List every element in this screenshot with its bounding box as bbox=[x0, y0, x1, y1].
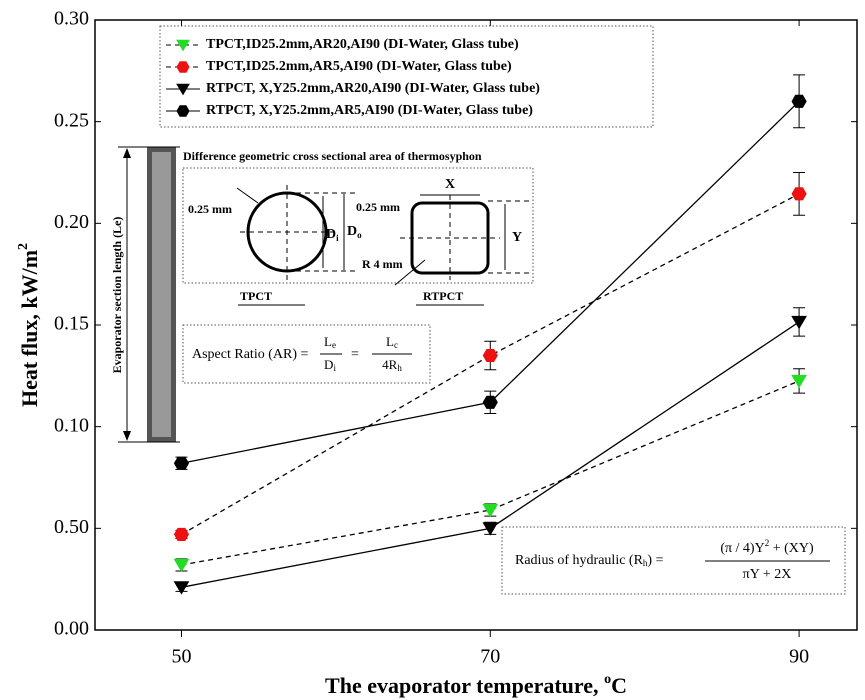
radius-label: R 4 mm bbox=[362, 257, 403, 271]
tpct-label: TPCT bbox=[240, 289, 272, 303]
legend-marker bbox=[177, 106, 189, 116]
legend-marker bbox=[177, 62, 189, 72]
y-tick-label: 0.30 bbox=[54, 8, 89, 30]
marker bbox=[483, 349, 497, 361]
marker bbox=[174, 457, 188, 469]
legend-label: RTPCT, X,Y25.2mm,AR20,AI90 (DI-Water, Gl… bbox=[206, 81, 540, 96]
marker bbox=[483, 396, 497, 408]
t: 2 bbox=[16, 243, 31, 250]
t: The evaporator temperature, bbox=[325, 673, 604, 698]
thickness-label: 0.25 mm bbox=[356, 200, 400, 214]
x-axis-title: The evaporator temperature, oC bbox=[325, 672, 627, 698]
rh-num: (π / 4)Y2 + (XY) bbox=[720, 538, 814, 556]
y-tick-label: 0.00 bbox=[54, 618, 89, 640]
chart: Evaporator section length (Le) Differenc… bbox=[0, 0, 865, 700]
marker bbox=[174, 559, 188, 571]
di-d: D bbox=[326, 227, 336, 242]
t: (π / 4)Y bbox=[720, 541, 764, 556]
x-tick-label: 50 bbox=[171, 646, 191, 668]
t: Heat flux, kW/m bbox=[17, 250, 42, 407]
inset-box bbox=[183, 168, 533, 283]
t: ) = bbox=[647, 553, 663, 568]
t: Radius of hydraulic (R bbox=[515, 553, 644, 568]
t: i bbox=[333, 363, 336, 373]
y-tick-label: 0.20 bbox=[54, 211, 89, 233]
legend-label: TPCT,ID25.2mm,AR5,AI90 (DI-Water, Glass … bbox=[206, 59, 512, 74]
rh-lead: Radius of hydraulic (Rh) = bbox=[515, 553, 664, 568]
y-tick-label: 0.50 bbox=[54, 516, 89, 538]
thickness-label: 0.25 mm bbox=[188, 202, 232, 216]
t: c bbox=[394, 340, 398, 350]
t: D bbox=[324, 357, 333, 372]
x-dim: X bbox=[445, 177, 455, 192]
t: L bbox=[324, 334, 332, 349]
inset-title: Difference geometric cross sectional are… bbox=[183, 149, 482, 163]
rtpct-label: RTPCT bbox=[423, 289, 463, 303]
marker bbox=[792, 188, 806, 200]
t: h bbox=[397, 363, 402, 373]
y-dim: Y bbox=[512, 230, 522, 245]
y-tick-label: 0.25 bbox=[54, 109, 89, 131]
t: 4R bbox=[382, 357, 398, 372]
t: + (XY) bbox=[769, 541, 814, 556]
di-label: Di bbox=[326, 227, 339, 243]
ar-den2: 4Rh bbox=[382, 357, 402, 373]
marker bbox=[792, 375, 806, 387]
legend-label: TPCT,ID25.2mm,AR20,AI90 (DI-Water, Glass… bbox=[206, 37, 519, 52]
y-tick-label: 0.10 bbox=[54, 414, 89, 436]
do-sub: o bbox=[357, 230, 362, 240]
marker bbox=[174, 528, 188, 540]
t: e bbox=[332, 340, 336, 350]
ar-lead: Aspect Ratio (AR) = bbox=[192, 347, 308, 362]
evaporator-label: Evaporator section length (Le) bbox=[110, 217, 124, 374]
marker bbox=[792, 316, 806, 328]
page: {"chart_data": {"type": "line", "xlabel"… bbox=[0, 0, 865, 700]
do-label: Do bbox=[347, 224, 362, 240]
t: o bbox=[604, 672, 611, 687]
y-axis-title: Heat flux, kW/m2 bbox=[16, 243, 42, 407]
y-tick-label: 0.15 bbox=[54, 313, 89, 335]
do-d: D bbox=[347, 224, 357, 239]
evaporator-photo-inner bbox=[152, 152, 171, 437]
rh-den: πY + 2X bbox=[743, 567, 792, 582]
t: C bbox=[611, 673, 627, 698]
t: L bbox=[386, 334, 394, 349]
ar-num1: Le bbox=[324, 334, 336, 350]
di-sub: i bbox=[336, 233, 339, 243]
ar-den1: Di bbox=[324, 357, 336, 373]
legend-label: RTPCT, X,Y25.2mm,AR5,AI90 (DI-Water, Gla… bbox=[206, 103, 533, 118]
ar-num2: Lc bbox=[386, 334, 398, 350]
thick-arrow bbox=[237, 188, 258, 203]
marker bbox=[792, 95, 806, 107]
x-tick-label: 70 bbox=[480, 646, 500, 668]
ar-eq: = bbox=[351, 347, 359, 362]
x-tick-label: 90 bbox=[789, 646, 809, 668]
